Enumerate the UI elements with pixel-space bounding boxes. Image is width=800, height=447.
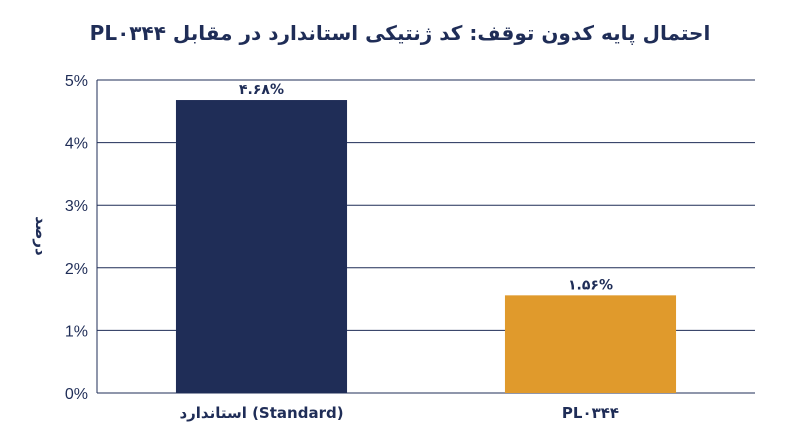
y-tick-labels: 0% 1% 2% 3% 4% 5% xyxy=(65,73,88,403)
bars xyxy=(175,100,677,394)
category-label-2: PL۰۳۴۴ xyxy=(562,404,619,422)
category-label-1: استاندارد (Standard) xyxy=(179,404,343,422)
y-tick-label: 3% xyxy=(65,198,88,215)
value-label-1: ۴.۶۸% xyxy=(239,82,284,98)
chart-title: احتمال پایه کدون توقف: کد ژنتیکی استاندا… xyxy=(90,21,711,46)
value-label-2: ۱.۵۶% xyxy=(568,277,613,293)
y-tick-label: 0% xyxy=(65,386,88,403)
y-tick-label: 5% xyxy=(65,73,88,90)
value-labels: ۴.۶۸% ۱.۵۶% xyxy=(239,82,613,293)
category-labels: استاندارد (Standard) PL۰۳۴۴ xyxy=(179,404,619,422)
y-axis-label: درصد xyxy=(32,216,50,256)
bar-2 xyxy=(504,295,677,393)
y-tick-label: 4% xyxy=(65,136,88,153)
y-axis-title: درصد xyxy=(32,216,50,256)
bar-1 xyxy=(175,100,348,394)
y-tick-label: 2% xyxy=(65,261,88,278)
y-tick-label: 1% xyxy=(65,323,88,340)
